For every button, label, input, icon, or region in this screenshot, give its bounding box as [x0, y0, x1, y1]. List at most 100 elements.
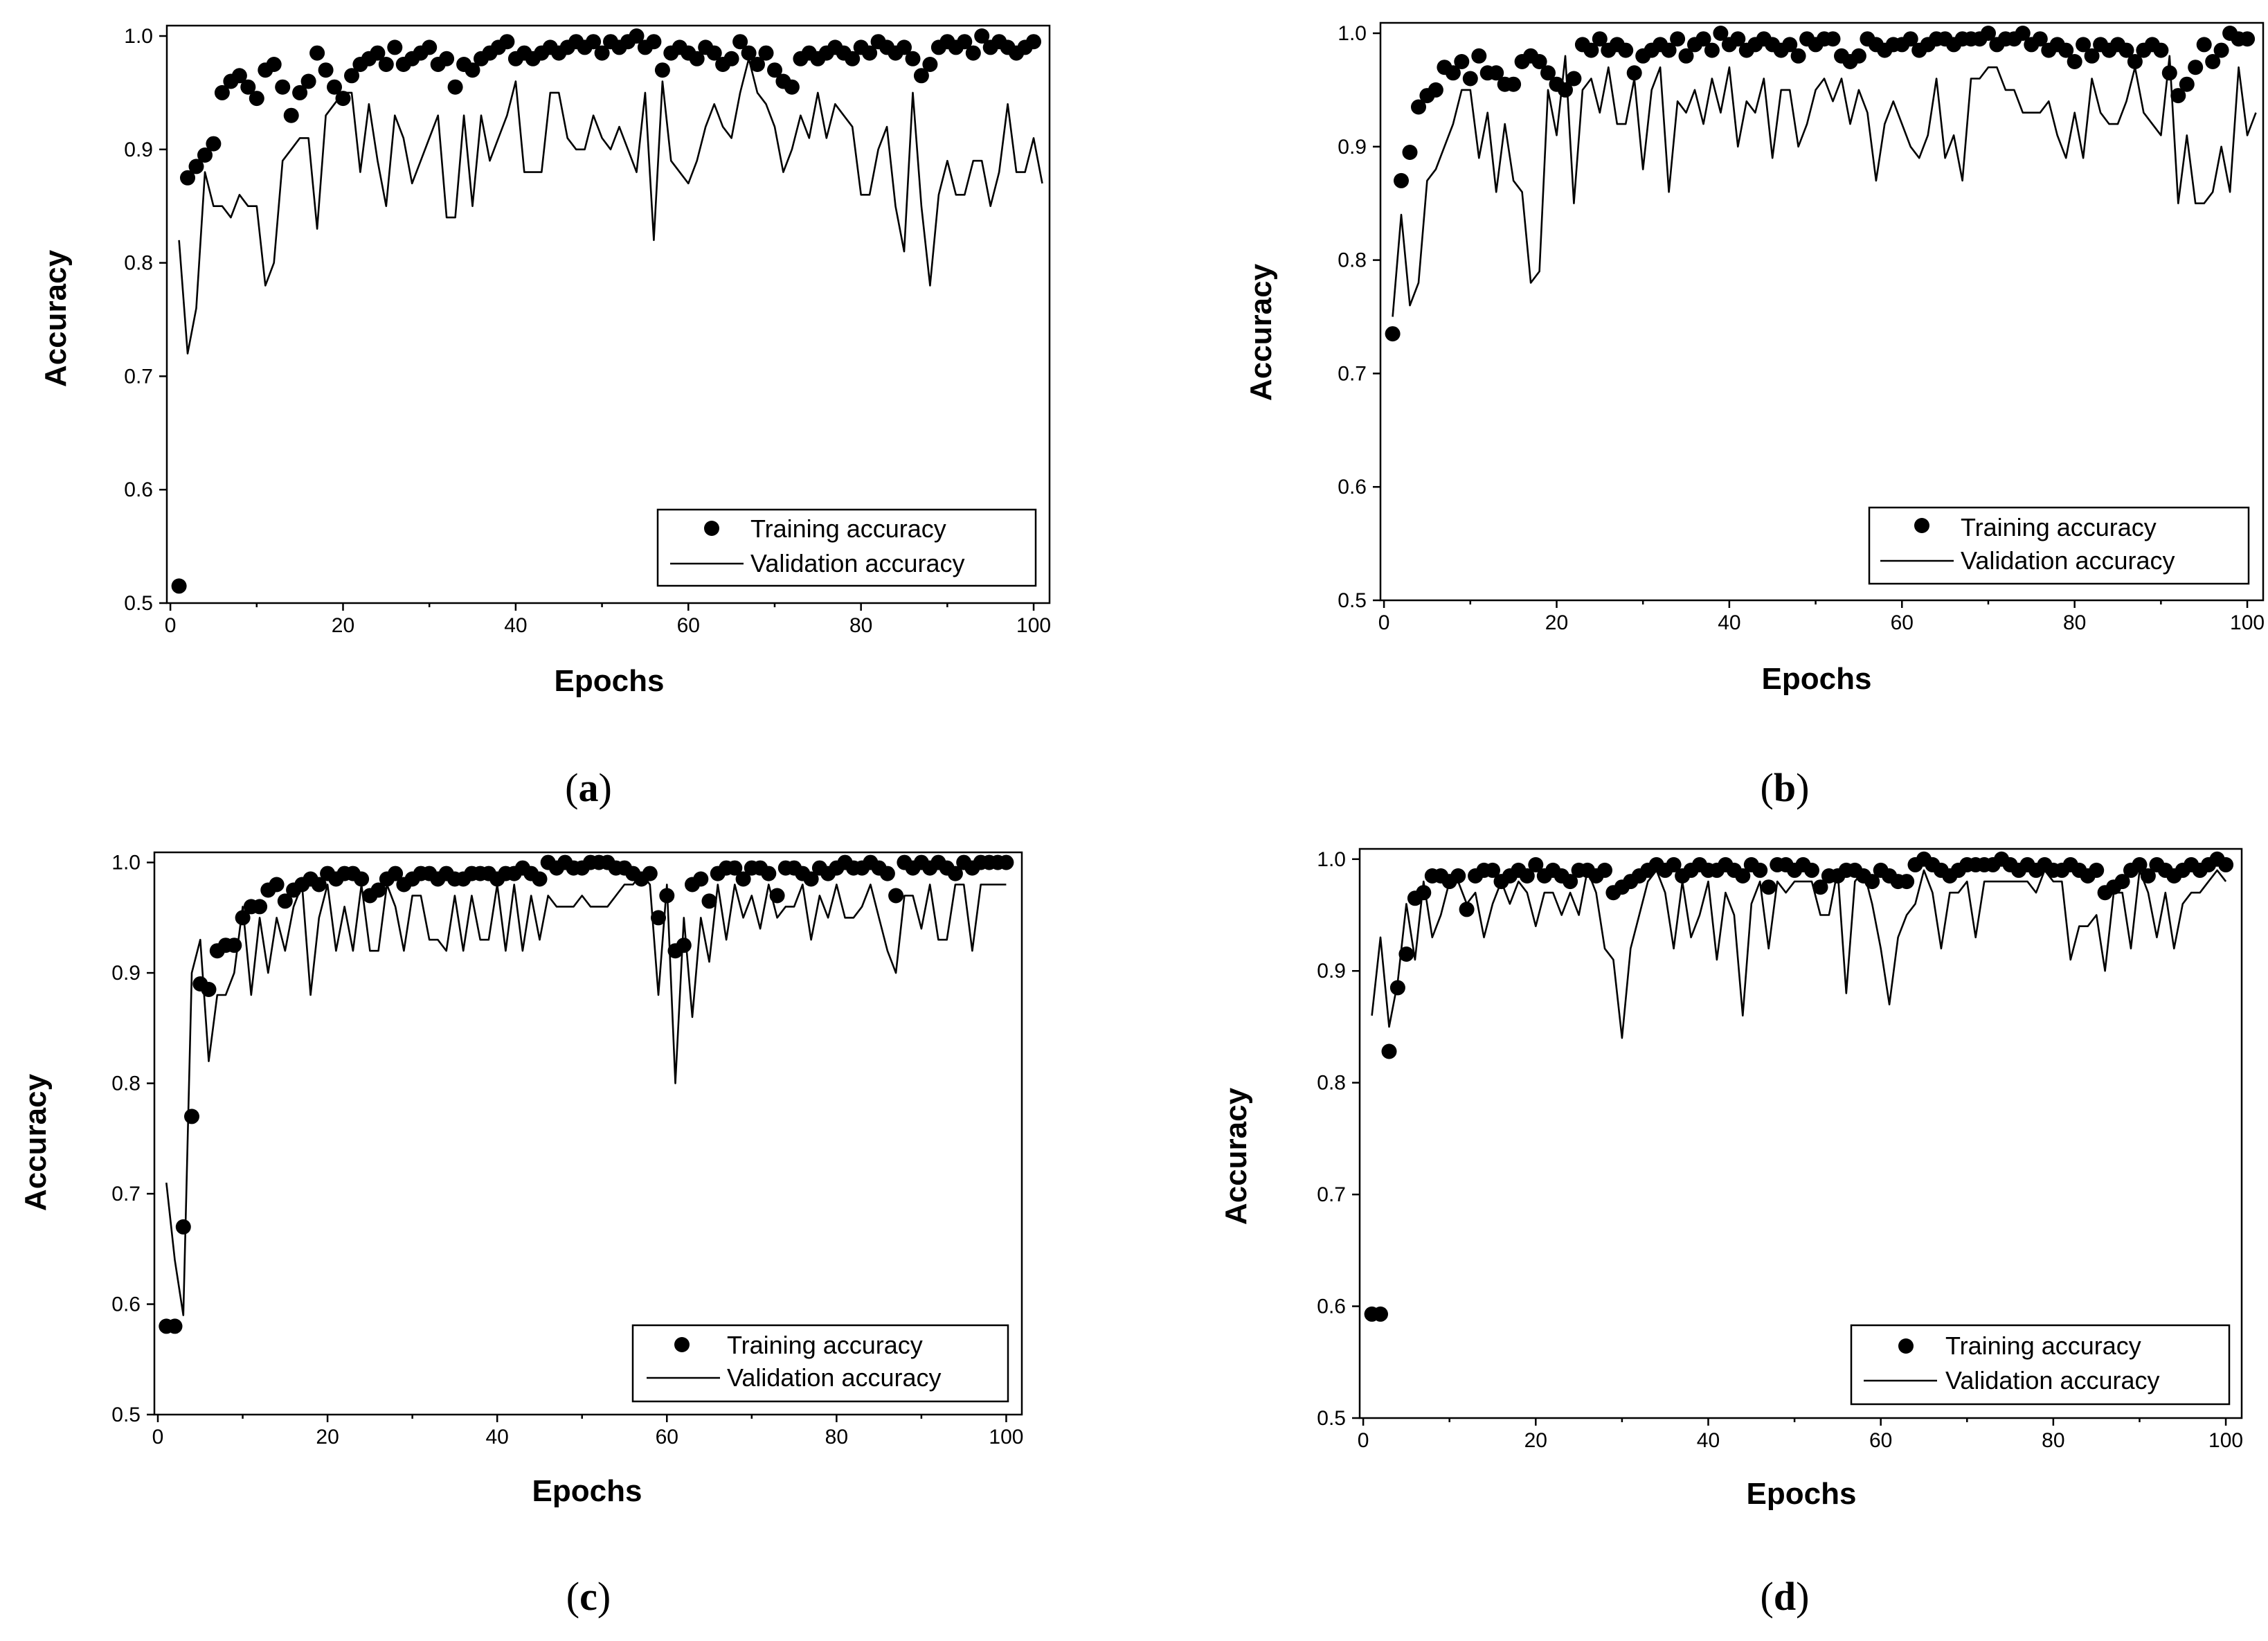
training-accuracy-point — [197, 147, 213, 163]
validation-series — [1392, 55, 2257, 317]
training-accuracy-point — [292, 84, 308, 100]
legend-training-label: Training accuracy — [1945, 1331, 2141, 1360]
training-accuracy-point — [651, 910, 666, 926]
training-accuracy-point — [2240, 31, 2256, 47]
axis-ticks: 0 20 40 60 80 100 0.5 0.6 0.7 0.8 0.9 1.0 — [111, 852, 1023, 1449]
training-accuracy-point — [1597, 862, 1612, 878]
training-accuracy-point — [214, 84, 230, 100]
training-accuracy-point — [1558, 82, 1573, 98]
training-accuracy-point — [735, 871, 751, 887]
training-accuracy-point — [318, 62, 334, 78]
y-tick-label: 0.9 — [111, 962, 141, 985]
training-accuracy-point — [266, 57, 282, 72]
panel-d: Accuracy Epochs 0 20 40 60 80 100 0.5 0.6 0.7 0.8… — [1219, 848, 2243, 1619]
training-accuracy-point — [1661, 42, 1677, 58]
y-tick-label: 0.6 — [1338, 476, 1367, 499]
training-accuracy-point — [300, 73, 316, 89]
training-accuracy-point — [758, 45, 774, 61]
training-accuracy-point — [689, 51, 705, 66]
x-tick-label: 20 — [316, 1426, 339, 1449]
x-axis-title: Epochs — [532, 1474, 642, 1508]
training-accuracy-point — [2179, 76, 2195, 92]
training-accuracy-point — [1790, 48, 1806, 64]
training-series — [159, 854, 1014, 1334]
training-accuracy-point — [370, 882, 386, 898]
panel-caption: (b) — [1761, 765, 1810, 810]
training-accuracy-point — [769, 888, 785, 904]
training-accuracy-point — [767, 62, 782, 78]
training-accuracy-point — [2170, 88, 2186, 104]
training-accuracy-point — [1454, 54, 1470, 69]
y-tick-label: 0.8 — [1338, 249, 1367, 272]
legend-box — [631, 1324, 1009, 1403]
training-accuracy-point — [2127, 54, 2143, 69]
training-accuracy-point — [2196, 37, 2212, 53]
training-accuracy-point — [1670, 31, 1686, 47]
y-axis-title: Accuracy — [39, 249, 73, 387]
training-accuracy-point — [2213, 42, 2229, 58]
training-accuracy-point — [1506, 76, 1522, 92]
training-accuracy-point — [1385, 326, 1401, 342]
legend: Training accuracy Validation accuracy — [631, 1324, 1009, 1403]
training-accuracy-point — [701, 893, 717, 909]
training-accuracy-point — [676, 938, 692, 953]
training-accuracy-point — [354, 871, 370, 887]
training-accuracy-point — [1704, 42, 1720, 58]
legend-training-marker — [704, 521, 719, 536]
y-tick-label: 0.8 — [124, 252, 153, 275]
training-accuracy-point — [1902, 31, 1918, 47]
training-accuracy-point — [947, 866, 963, 881]
training-accuracy-point — [378, 57, 394, 72]
y-tick-label: 0.5 — [124, 592, 153, 615]
training-accuracy-point — [922, 57, 938, 72]
training-accuracy-point — [629, 28, 645, 44]
y-tick-label: 0.7 — [111, 1183, 141, 1205]
training-accuracy-point — [2067, 54, 2082, 69]
training-series — [1364, 851, 2234, 1322]
training-accuracy-point — [1735, 868, 1751, 884]
training-accuracy-point — [1428, 82, 1443, 98]
training-accuracy-point — [761, 866, 777, 881]
training-accuracy-point — [706, 45, 722, 61]
training-accuracy-point — [1540, 65, 1556, 81]
training-accuracy-point — [2076, 37, 2091, 53]
x-tick-label: 100 — [2230, 611, 2265, 634]
y-tick-label: 1.0 — [124, 25, 153, 48]
training-accuracy-point — [311, 877, 327, 893]
training-accuracy-point — [1519, 868, 1535, 884]
legend-training-label: Training accuracy — [750, 514, 946, 543]
x-tick-label: 80 — [2042, 1429, 2064, 1452]
training-accuracy-point — [439, 51, 455, 66]
training-accuracy-point — [732, 34, 748, 50]
training-accuracy-point — [1695, 31, 1711, 47]
training-accuracy-point — [1381, 1043, 1397, 1059]
x-tick-label: 100 — [2208, 1429, 2243, 1452]
x-tick-label: 20 — [1524, 1429, 1547, 1452]
x-axis-title: Epochs — [1747, 1477, 1857, 1511]
panel-b: Accuracy Epochs 0 20 40 60 80 100 0.5 0.6 0.7 0.8… — [1244, 21, 2265, 810]
x-tick-label: 100 — [1016, 614, 1051, 637]
legend: Training accuracy Validation accuracy — [1850, 1324, 2231, 1406]
training-accuracy-point — [897, 39, 912, 55]
training-accuracy-point — [594, 45, 610, 61]
training-accuracy-point — [2015, 26, 2031, 41]
x-tick-label: 80 — [825, 1426, 848, 1449]
legend-training-marker — [1914, 518, 1929, 533]
y-tick-label: 0.9 — [124, 138, 153, 161]
training-accuracy-point — [1488, 65, 1504, 81]
training-accuracy-point — [1782, 37, 1798, 53]
y-tick-label: 1.0 — [111, 852, 141, 875]
y-axis-title: Accuracy — [1244, 263, 1278, 401]
x-tick-label: 60 — [677, 614, 700, 637]
validation-series — [165, 872, 1007, 1316]
training-accuracy-point — [1462, 71, 1478, 87]
training-accuracy-point — [803, 871, 819, 887]
training-accuracy-point — [1618, 42, 1634, 58]
x-axis-title: Epochs — [555, 664, 665, 698]
training-accuracy-point — [2140, 868, 2156, 884]
training-accuracy-point — [913, 68, 929, 84]
x-tick-label: 20 — [1545, 611, 1568, 634]
training-accuracy-point — [1851, 48, 1866, 64]
axis-ticks: 0 20 40 60 80 100 0.5 0.6 0.7 0.8 0.9 1.0 — [1317, 848, 2243, 1452]
training-accuracy-point — [1752, 862, 1768, 878]
